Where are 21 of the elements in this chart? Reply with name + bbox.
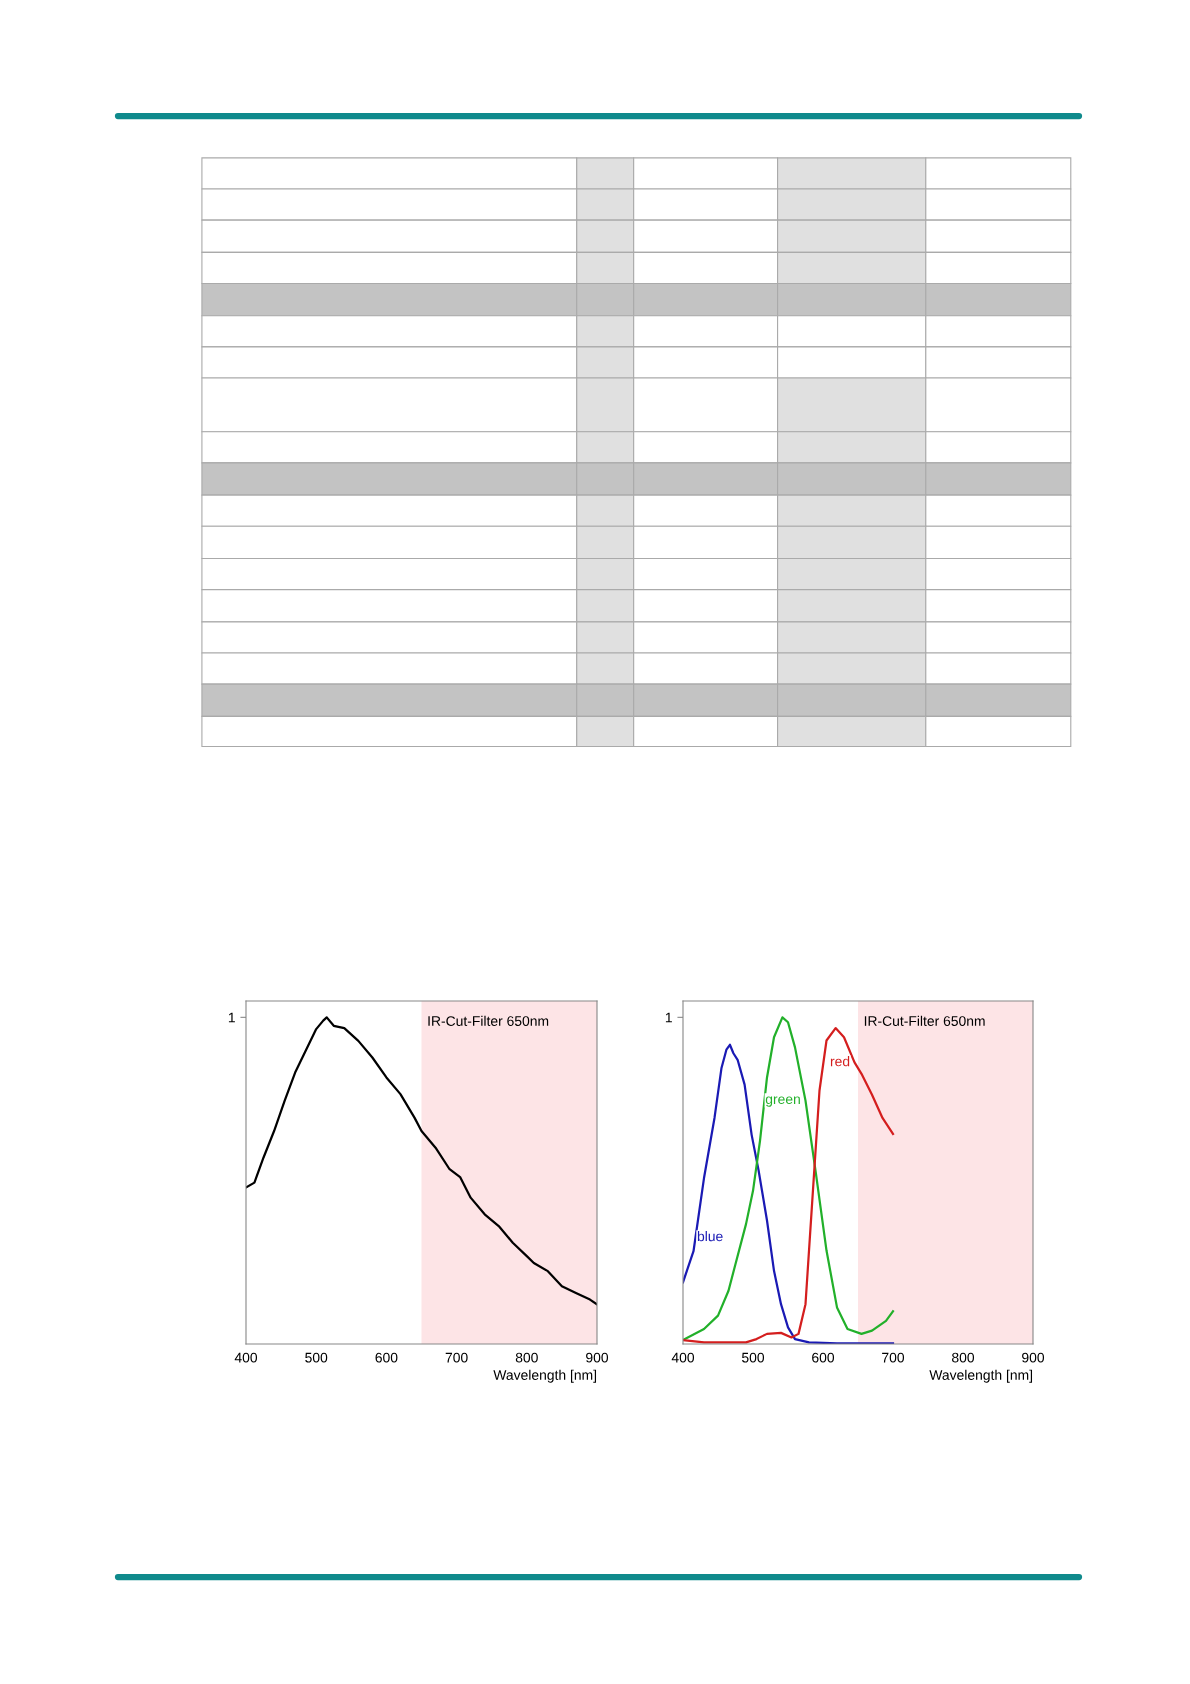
x-tick-label: 800 (952, 1352, 975, 1363)
x-tick-label: 400 (234, 1352, 258, 1363)
series-label: red (830, 1056, 850, 1067)
x-tick-label: 700 (882, 1352, 905, 1363)
band-label: IR-Cut-Filter 650nm (864, 1015, 985, 1026)
x-tick-label: 600 (812, 1352, 835, 1363)
band-label: IR-Cut-Filter 650nm (428, 1015, 549, 1026)
x-tick-label: 500 (741, 1352, 765, 1363)
x-axis-title: Wavelength [nm] (493, 1369, 597, 1383)
x-tick-label: 900 (1022, 1352, 1045, 1363)
x-tick-label: 600 (375, 1352, 398, 1363)
series-label: green (765, 1096, 800, 1107)
x-tick-label: 700 (445, 1352, 468, 1363)
text: 1 (228, 1012, 235, 1023)
x-axis-title: Wavelength [nm] (929, 1369, 1033, 1383)
x-tick-label: 800 (515, 1352, 538, 1363)
text: 1 (665, 1012, 672, 1023)
x-tick-label: 400 (671, 1352, 695, 1363)
x-tick-label: 500 (305, 1352, 328, 1363)
x-tick-label: 900 (586, 1352, 609, 1363)
series-label: blue (697, 1231, 723, 1242)
